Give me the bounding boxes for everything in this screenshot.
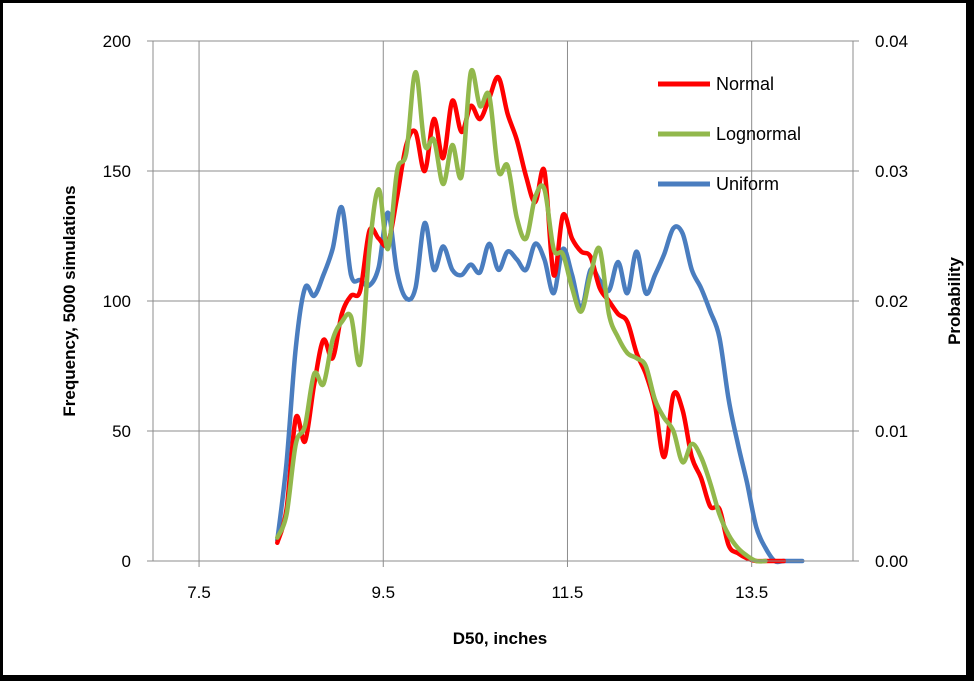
series-line-lognormal: [275, 67, 768, 564]
legend-label-uniform: Uniform: [716, 174, 779, 194]
y-tick-label: 50: [112, 422, 131, 441]
legend-label-normal: Normal: [716, 74, 774, 94]
axes: D50, inches Frequency, 5000 simulations …: [60, 32, 964, 648]
y-tick-label: 100: [103, 292, 131, 311]
series-line-normal: [275, 75, 787, 564]
y-tick-label: 150: [103, 162, 131, 181]
y-tick-label: 0: [122, 552, 131, 571]
x-tick-label: 7.5: [187, 583, 211, 602]
y2-tick-label: 0.04: [875, 32, 908, 51]
y2-tick-label: 0.01: [875, 422, 908, 441]
y2-tick-label: 0.00: [875, 552, 908, 571]
x-tick-label: 9.5: [371, 583, 395, 602]
series-lines: [275, 67, 805, 565]
legend: Normal Lognormal Uniform: [658, 74, 801, 194]
chart: D50, inches Frequency, 5000 simulations …: [60, 32, 964, 648]
y-tick-label: 200: [103, 32, 131, 51]
y-axis-title: Frequency, 5000 simulations: [60, 185, 79, 416]
x-axis-title: D50, inches: [453, 629, 548, 648]
grid-lines: [153, 40, 853, 562]
x-tick-label: 11.5: [552, 583, 584, 602]
y2-axis-title: Probability: [945, 257, 964, 345]
y2-tick-label: 0.03: [875, 162, 908, 181]
series-line-uniform: [275, 205, 805, 565]
y2-tick-label: 0.02: [875, 292, 908, 311]
legend-label-lognormal: Lognormal: [716, 124, 801, 144]
x-tick-label: 13.5: [735, 583, 768, 602]
